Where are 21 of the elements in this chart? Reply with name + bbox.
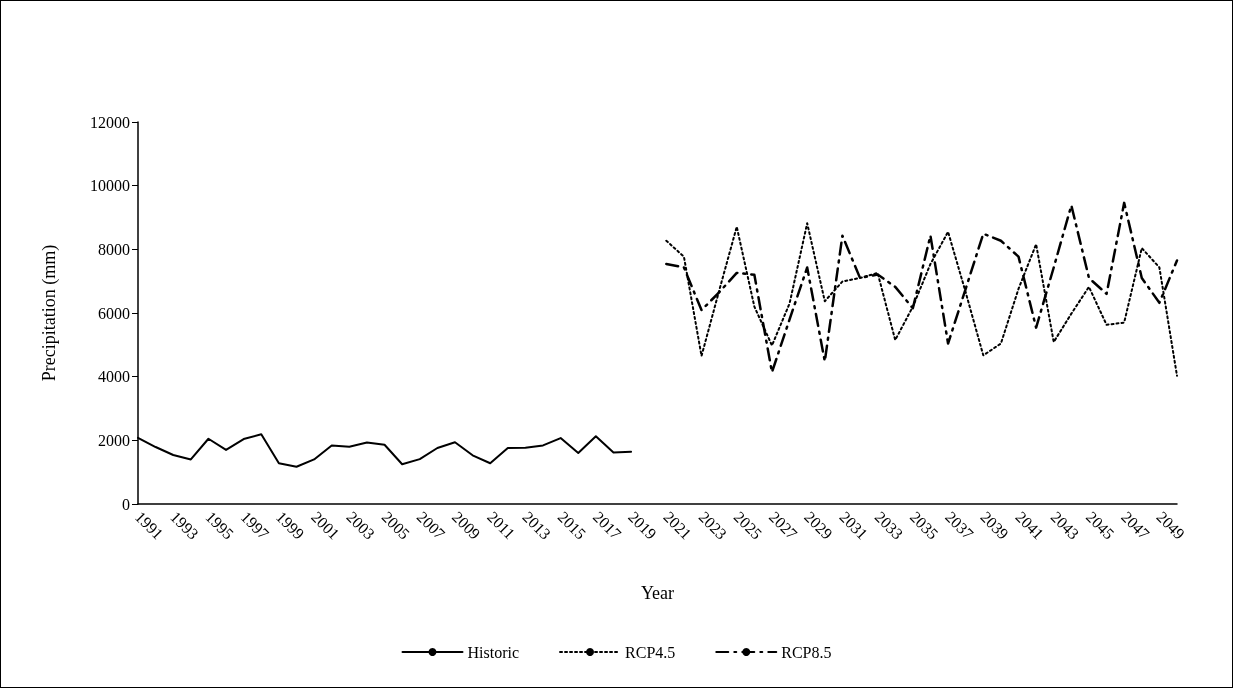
y-tick-label: 10000 — [90, 177, 130, 195]
x-tick-label: 1999 — [272, 507, 308, 543]
x-axis-title: Year — [640, 583, 675, 603]
x-tick-label: 1995 — [202, 507, 238, 543]
y-tick-label: 6000 — [98, 304, 130, 322]
y-tick-label: 12000 — [90, 113, 130, 131]
x-tick-label: 2037 — [942, 507, 977, 543]
y-tick-label: 8000 — [98, 240, 130, 258]
y-tick-label: 0 — [122, 495, 130, 513]
x-tick-label: 2027 — [765, 507, 801, 543]
legend-label: Historic — [467, 643, 520, 661]
y-axis-title: Precipitation (mm) — [39, 244, 60, 382]
x-tick-label: 1993 — [167, 507, 202, 543]
x-tick-label: 2007 — [413, 507, 449, 543]
x-tick-label: 2017 — [589, 507, 625, 543]
x-tick-label: 2047 — [1118, 507, 1153, 543]
y-tick-label: 4000 — [98, 368, 130, 386]
y-tick-label: 2000 — [98, 431, 130, 449]
legend-label: RCP8.5 — [781, 643, 832, 661]
x-tick-label: 1997 — [237, 507, 273, 543]
legend-label: RCP4.5 — [625, 643, 676, 661]
